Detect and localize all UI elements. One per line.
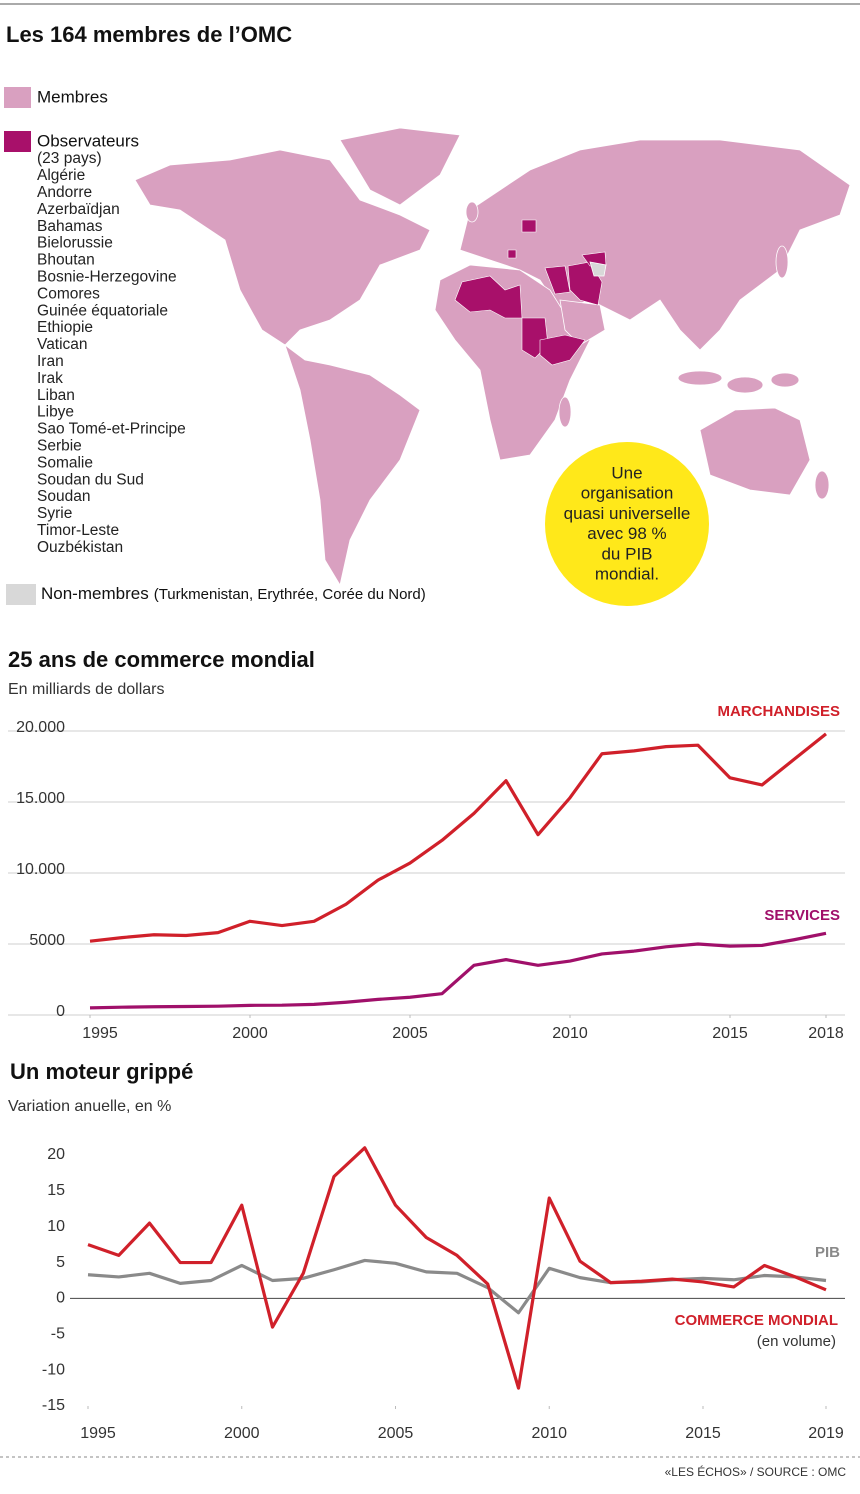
observer-name: Irak <box>37 370 63 387</box>
x-tick-label: 2018 <box>808 1025 844 1042</box>
charts: 25 ans de commerce mondial En milliards d… <box>8 647 845 1442</box>
x-tick-label: 2010 <box>552 1025 588 1042</box>
observer-name: Ouzbékistan <box>37 539 123 556</box>
y-tick-label: 0 <box>56 1290 65 1307</box>
legend-note: (23 pays) <box>37 150 102 167</box>
world-map <box>134 127 851 587</box>
series-line <box>89 931 827 1010</box>
x-tick-label: 2000 <box>232 1025 268 1042</box>
callout-line: avec 98 % <box>587 524 666 543</box>
series-label: PIB <box>815 1244 840 1261</box>
x-tick-label: 2000 <box>224 1425 260 1442</box>
y-tick-label: 0 <box>56 1003 65 1020</box>
observer-name: Soudan du Sud <box>37 471 144 488</box>
series-line <box>87 1258 827 1315</box>
y-tick-label: -10 <box>42 1361 65 1378</box>
y-tick-label: 5 <box>56 1254 65 1271</box>
observer-list: AlgérieAndorreAzerbaïdjanBahamasBielorus… <box>37 167 186 556</box>
legend-swatch <box>4 131 31 152</box>
y-tick-label: 10 <box>47 1218 65 1235</box>
chart-title: Un moteur grippé <box>10 1059 193 1084</box>
x-tick-label: 2005 <box>378 1425 414 1442</box>
callout-line: mondial. <box>595 564 659 583</box>
y-tick-label: -5 <box>51 1326 65 1343</box>
x-tick-label: 2015 <box>712 1025 748 1042</box>
y-tick-label: 10.000 <box>16 861 65 878</box>
observer-name: Bahamas <box>37 218 103 235</box>
legend-label: Non-membres <box>41 584 149 603</box>
observer-name: Guinée équatoriale <box>37 302 168 319</box>
observer-name: Vatican <box>37 336 88 353</box>
observer-name: Bielorussie <box>37 235 113 252</box>
x-tick-label: 2019 <box>808 1425 844 1442</box>
observer-name: Liban <box>37 387 75 404</box>
chart-subtitle: En milliards de dollars <box>8 681 165 698</box>
observer-name: Comores <box>37 285 100 302</box>
x-tick-label: 1995 <box>80 1425 116 1442</box>
callout-line: quasi universelle <box>564 504 691 523</box>
chart-subtitle: Variation anuelle, en % <box>8 1098 171 1115</box>
observer-name: Syrie <box>37 505 72 522</box>
observer-name: Soudan <box>37 488 90 505</box>
callout-line: organisation <box>581 484 674 503</box>
y-tick-label: 20.000 <box>16 719 65 736</box>
callout-line: du PIB <box>601 544 652 563</box>
series-label: COMMERCE MONDIAL <box>675 1312 838 1329</box>
observer-name: Serbie <box>37 437 82 454</box>
legend-note: (Turkmenistan, Erythrée, Corée du Nord) <box>154 586 426 603</box>
x-tick-label: 2005 <box>392 1025 428 1042</box>
y-tick-label: 20 <box>47 1146 65 1163</box>
observer-name: Andorre <box>37 184 92 201</box>
series-label: SERVICES <box>764 907 840 924</box>
observer-name: Sao Tomé-et-Principe <box>37 421 186 438</box>
series-line <box>89 732 827 943</box>
observer-name: Algérie <box>37 167 85 184</box>
observer-name: Somalie <box>37 454 93 471</box>
legend-swatch <box>4 87 31 108</box>
y-tick-label: -15 <box>42 1397 65 1414</box>
page-title: Les 164 membres de l’OMC <box>6 22 292 47</box>
y-tick-label: 5000 <box>29 932 65 949</box>
observer-name: Timor-Leste <box>37 522 119 539</box>
observer-name: Iran <box>37 353 64 370</box>
y-tick-label: 15 <box>47 1182 65 1199</box>
x-tick-label: 2015 <box>685 1425 721 1442</box>
y-tick-label: 15.000 <box>16 790 65 807</box>
observer-name: Ethiopie <box>37 319 93 336</box>
series-line <box>87 1146 827 1390</box>
series-label: MARCHANDISES <box>717 703 840 720</box>
chart-title: 25 ans de commerce mondial <box>8 647 315 672</box>
legend-label: Membres <box>37 87 108 106</box>
annotation: (en volume) <box>757 1333 836 1350</box>
source: «LES ÉCHOS» / SOURCE : OMC <box>665 1464 847 1479</box>
legend-label: Observateurs <box>37 131 139 150</box>
observer-name: Azerbaïdjan <box>37 201 120 218</box>
callout-bubble <box>545 442 709 606</box>
legend-label: Non-membres (Turkmenistan, Erythrée, Coré… <box>41 584 426 603</box>
observer-name: Libye <box>37 404 74 421</box>
observer-name: Bhoutan <box>37 252 95 269</box>
map-legend: Membres Observateurs (23 pays) AlgérieAn… <box>4 87 426 605</box>
legend-swatch <box>6 584 36 605</box>
observer-name: Bosnie-Herzegovine <box>37 268 177 285</box>
x-tick-label: 1995 <box>82 1025 118 1042</box>
x-tick-label: 2010 <box>531 1425 567 1442</box>
callout-line: Une <box>611 463 642 482</box>
